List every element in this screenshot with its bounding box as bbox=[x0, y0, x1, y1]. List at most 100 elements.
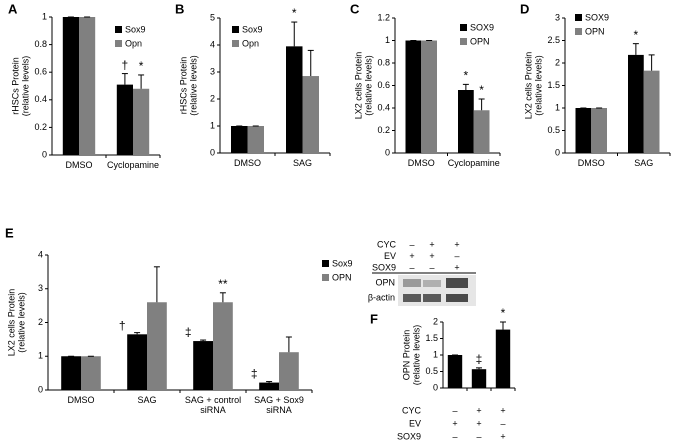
legend-label: Opn bbox=[125, 38, 142, 48]
y-tick-label: 2 bbox=[555, 57, 560, 67]
blot-row-label: SOX9 bbox=[372, 262, 396, 272]
bar bbox=[193, 341, 213, 390]
significance-marker: ‡ bbox=[185, 325, 192, 339]
y-tick-label: 4 bbox=[38, 249, 43, 259]
significance-marker: ** bbox=[218, 277, 228, 291]
legend-label: OPN bbox=[332, 272, 352, 282]
legend-swatch bbox=[460, 24, 467, 31]
y-axis-label: (relative levels) bbox=[533, 55, 543, 116]
blot-band bbox=[423, 280, 441, 287]
x-tick-label: DMSO bbox=[407, 158, 435, 168]
significance-marker: * bbox=[501, 306, 506, 320]
bar bbox=[405, 40, 422, 153]
y-tick-label: 5 bbox=[210, 12, 215, 22]
legend-swatch bbox=[232, 40, 239, 47]
blot-band bbox=[423, 294, 441, 302]
y-tick-label: 0.4 bbox=[377, 102, 390, 112]
condition-label: EV bbox=[409, 418, 421, 428]
bar bbox=[286, 46, 303, 153]
y-tick-label: 1 bbox=[42, 11, 47, 21]
y-tick-label: 2 bbox=[433, 316, 438, 326]
blot-band bbox=[446, 294, 468, 302]
blot-row-value: + bbox=[409, 251, 414, 261]
x-tick-label: Cyclopamine bbox=[447, 158, 500, 168]
blot-row-value: + bbox=[429, 239, 434, 249]
legend-swatch bbox=[322, 274, 329, 281]
x-tick-label: DMSO bbox=[577, 158, 605, 168]
y-axis-label: (relative levels) bbox=[20, 56, 30, 117]
condition-value: + bbox=[476, 405, 481, 415]
legend-label: Sox9 bbox=[242, 24, 263, 34]
bar bbox=[591, 108, 607, 153]
x-tick-label: SAG + Sox9 siRNA bbox=[254, 395, 304, 415]
y-tick-label: 3 bbox=[38, 283, 43, 293]
legend-label: Sox9 bbox=[125, 24, 146, 34]
bar bbox=[231, 126, 248, 153]
legend-swatch bbox=[322, 260, 329, 267]
blot-row-value: – bbox=[454, 251, 459, 261]
bar bbox=[628, 54, 644, 153]
panel-letter: A bbox=[8, 1, 18, 16]
y-axis-label: LX2 cells Protein bbox=[6, 289, 16, 357]
condition-value: – bbox=[452, 431, 457, 441]
x-tick-label: DMSO bbox=[67, 395, 95, 405]
y-tick-label: 0.5 bbox=[425, 366, 438, 376]
y-tick-label: 1 bbox=[433, 349, 438, 359]
bar bbox=[259, 382, 279, 390]
y-tick-label: 0.6 bbox=[377, 80, 390, 90]
y-axis-label: rHSCs Protein bbox=[10, 57, 20, 115]
bar bbox=[61, 356, 81, 390]
y-tick-label: 0 bbox=[210, 147, 215, 157]
legend-swatch bbox=[115, 26, 122, 33]
blot-band bbox=[446, 278, 468, 288]
y-tick-label: 0 bbox=[433, 382, 438, 392]
blot-row-value: – bbox=[409, 239, 414, 249]
legend-label: SOX9 bbox=[585, 12, 609, 22]
y-tick-label: 4 bbox=[210, 39, 215, 49]
y-axis-label: LX2 cells Protein bbox=[353, 52, 363, 120]
legend-label: OPN bbox=[585, 26, 605, 36]
significance-marker: † bbox=[119, 318, 126, 332]
y-tick-label: 3 bbox=[210, 66, 215, 76]
legend-label: SOX9 bbox=[470, 22, 494, 32]
significance-marker: ‡ bbox=[476, 352, 483, 366]
y-tick-label: 1.5 bbox=[547, 80, 560, 90]
bar bbox=[302, 76, 319, 153]
y-axis-label: rHSCs Protein bbox=[178, 57, 188, 115]
x-tick-label: DMSO bbox=[234, 158, 261, 168]
y-tick-label: 0 bbox=[42, 149, 47, 159]
condition-value: + bbox=[500, 431, 505, 441]
x-tick-label: SAG bbox=[292, 158, 312, 168]
bar bbox=[81, 356, 101, 390]
panel-letter: D bbox=[520, 1, 529, 16]
y-tick-label: 1 bbox=[555, 102, 560, 112]
x-tick-label: SAG + control siRNA bbox=[184, 395, 242, 415]
legend-swatch bbox=[575, 28, 582, 35]
y-axis-label: (relative levels) bbox=[188, 55, 198, 116]
bar bbox=[247, 126, 264, 153]
x-tick-label: Cyclopamine bbox=[106, 160, 160, 170]
significance-marker: † bbox=[122, 58, 129, 72]
y-tick-label: 1 bbox=[385, 35, 390, 45]
significance-marker: * bbox=[464, 69, 469, 83]
condition-value: – bbox=[476, 431, 481, 441]
condition-value: – bbox=[500, 418, 505, 428]
significance-marker: * bbox=[479, 83, 484, 97]
panel-letter: F bbox=[370, 311, 378, 326]
bar bbox=[643, 70, 660, 153]
bar bbox=[62, 17, 79, 155]
bar bbox=[127, 334, 147, 390]
condition-value: + bbox=[500, 405, 505, 415]
blot-row-value: + bbox=[454, 262, 459, 272]
blot-band bbox=[403, 294, 421, 302]
bar bbox=[279, 352, 299, 390]
condition-value: – bbox=[452, 405, 457, 415]
significance-marker: * bbox=[292, 6, 297, 20]
y-axis-label: (relative levels) bbox=[411, 325, 421, 386]
bar bbox=[447, 355, 463, 388]
legend-swatch bbox=[232, 26, 239, 33]
bar bbox=[147, 302, 167, 390]
x-tick-label: SAG bbox=[634, 158, 654, 168]
bar bbox=[458, 90, 474, 153]
